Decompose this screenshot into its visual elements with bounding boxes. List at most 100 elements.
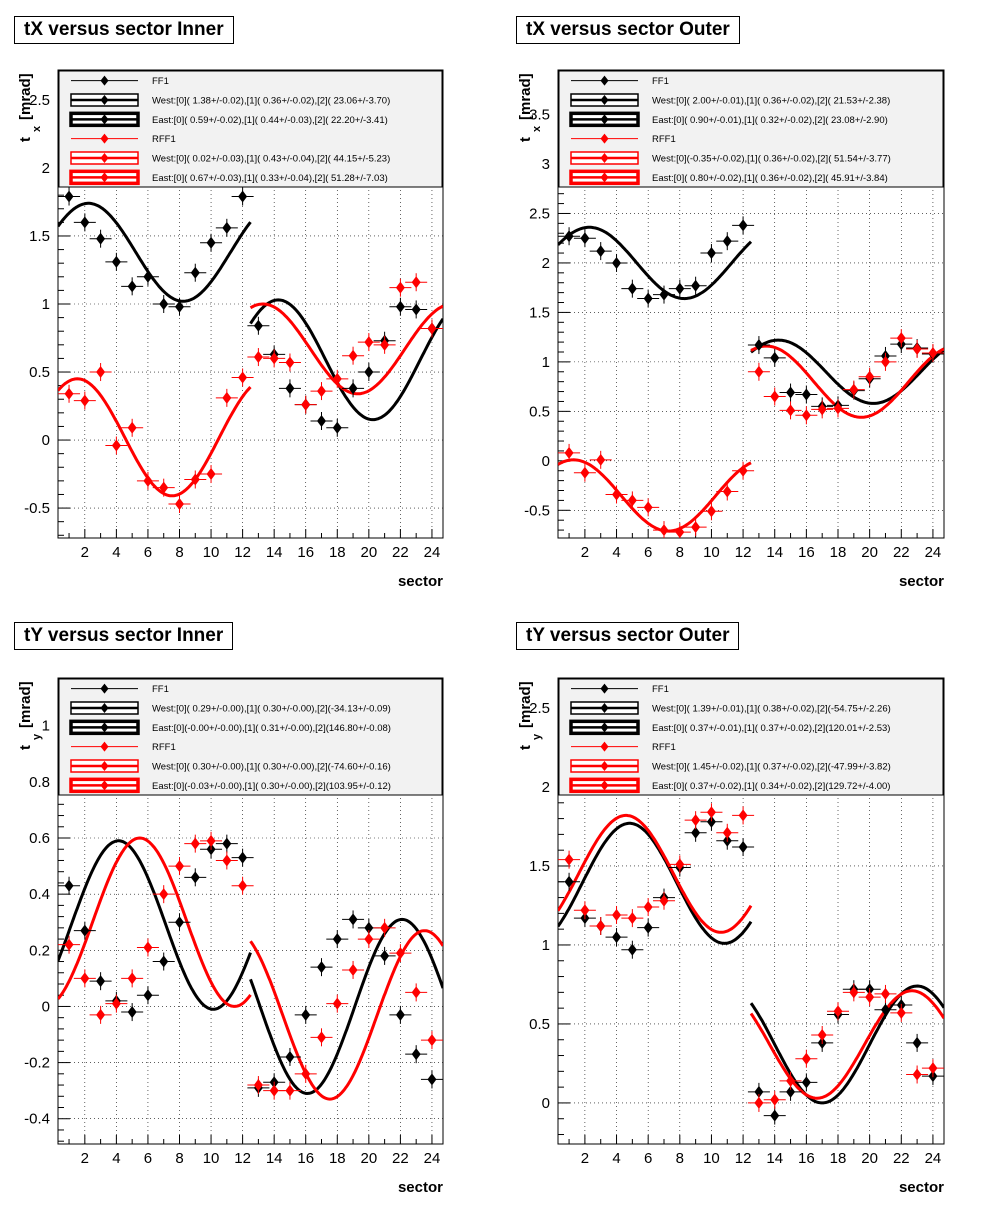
data-point xyxy=(389,278,412,297)
point-marker xyxy=(801,1076,811,1089)
data-point xyxy=(637,289,660,308)
point-marker xyxy=(564,875,574,888)
data-point xyxy=(906,340,929,359)
point-marker xyxy=(706,806,716,819)
data-point xyxy=(652,285,675,304)
legend-label: West:[0]( 1.39+/-0.01),[1]( 0.38+/-0.02)… xyxy=(652,704,891,715)
point-marker xyxy=(174,860,184,873)
legend-label: West:[0]( 1.38+/-0.02),[1]( 0.36+/-0.02)… xyxy=(152,96,390,107)
point-marker xyxy=(364,336,374,349)
point-marker xyxy=(865,991,875,1004)
y-tick-label: 0 xyxy=(42,998,50,1015)
data-point xyxy=(763,1090,786,1109)
x-tick-label: 24 xyxy=(925,544,942,561)
point-marker xyxy=(643,921,653,934)
fit-curve-3 xyxy=(749,989,944,1100)
data-point xyxy=(716,482,739,501)
data-point xyxy=(121,969,144,988)
point-marker xyxy=(706,505,716,518)
point-marker xyxy=(96,975,106,988)
point-marker xyxy=(580,466,590,479)
point-marker xyxy=(317,961,327,974)
legend-label: East:[0](-0.03+/-0.00),[1]( 0.30+/-0.00)… xyxy=(152,781,391,792)
x-axis-label: sector xyxy=(398,1179,443,1196)
point-marker xyxy=(364,933,374,946)
legend-marker xyxy=(100,722,109,733)
y-tick-label: 1 xyxy=(42,296,50,313)
point-marker xyxy=(285,356,295,369)
data-point xyxy=(890,329,913,348)
point-marker xyxy=(380,949,390,962)
x-tick-label: 2 xyxy=(581,544,589,561)
data-point xyxy=(811,400,834,419)
data-point xyxy=(732,838,755,857)
point-marker xyxy=(253,351,263,364)
x-tick-label: 10 xyxy=(703,544,720,561)
point-marker xyxy=(643,901,653,914)
data-point xyxy=(152,885,175,904)
point-marker xyxy=(770,1109,780,1122)
data-point xyxy=(795,406,818,425)
plot-area xyxy=(558,803,944,1125)
point-marker xyxy=(643,292,653,305)
legend-label: East:[0]( 0.59+/-0.02),[1]( 0.44+/-0.03)… xyxy=(152,115,388,126)
point-marker xyxy=(564,446,574,459)
data-point xyxy=(294,1064,317,1083)
x-tick-label: 2 xyxy=(581,1150,589,1167)
y-tick-label: 0.2 xyxy=(29,942,50,959)
point-marker xyxy=(301,398,311,411)
legend-box xyxy=(58,678,443,796)
point-marker xyxy=(206,236,216,249)
fit-curve-2 xyxy=(58,836,252,1008)
data-point xyxy=(105,252,128,271)
legend-marker xyxy=(100,95,109,105)
point-marker xyxy=(612,256,622,269)
legend-label: RFF1 xyxy=(152,742,176,753)
legend-entry: West:[0]( 1.39+/-0.01),[1]( 0.38+/-0.02)… xyxy=(570,701,891,715)
x-tick-label: 20 xyxy=(861,1150,878,1167)
data-point xyxy=(310,382,333,401)
data-point xyxy=(827,399,850,418)
data-point xyxy=(121,277,144,296)
data-point xyxy=(121,418,144,437)
point-marker xyxy=(317,385,327,398)
point-marker xyxy=(801,1052,811,1065)
data-point xyxy=(342,960,365,979)
y-tick-label: 0.8 xyxy=(29,774,50,791)
y-tick-label: 2 xyxy=(542,779,550,796)
legend: FF1 West:[0]( 1.38+/-0.02),[1]( 0.36+/-0.… xyxy=(58,70,443,188)
point-marker xyxy=(380,921,390,934)
legend-marker xyxy=(600,761,609,771)
legend-entry: FF1 xyxy=(571,75,669,87)
legend-box xyxy=(558,70,944,188)
point-marker xyxy=(364,921,374,934)
data-point xyxy=(732,461,755,480)
point-marker xyxy=(411,276,421,289)
point-marker xyxy=(222,221,232,234)
x-tick-label: 20 xyxy=(360,544,377,561)
y-tick-label: 1 xyxy=(42,718,50,735)
x-tick-label: 22 xyxy=(893,544,910,561)
x-tick-label: 10 xyxy=(703,1150,720,1167)
legend-entry: East:[0](-0.03+/-0.00),[1]( 0.30+/-0.00)… xyxy=(69,777,391,794)
data-point xyxy=(405,300,428,319)
legend-entry: RFF1 xyxy=(71,133,176,145)
data-point xyxy=(605,905,628,924)
point-marker xyxy=(691,279,701,292)
data-point xyxy=(278,1081,301,1100)
point-marker xyxy=(411,303,421,316)
point-marker xyxy=(395,947,405,960)
point-marker xyxy=(754,1096,764,1109)
y-tick-label: 2.5 xyxy=(529,700,550,717)
chart-panel-3: 2 4 6 8 10 12 14 16 18 20 22 2400.511.522.5sectorty… xyxy=(517,677,945,1196)
data-point xyxy=(231,187,254,206)
point-marker xyxy=(928,346,938,359)
data-point xyxy=(420,1031,443,1050)
x-tick-label: 24 xyxy=(925,1150,942,1167)
data-point xyxy=(621,491,644,510)
legend-entry: East:[0]( 0.67+/-0.03),[1]( 0.33+/-0.04)… xyxy=(69,169,388,186)
data-point xyxy=(373,335,396,354)
point-marker xyxy=(301,1008,311,1021)
data-point xyxy=(136,267,159,286)
data-point xyxy=(716,823,739,842)
